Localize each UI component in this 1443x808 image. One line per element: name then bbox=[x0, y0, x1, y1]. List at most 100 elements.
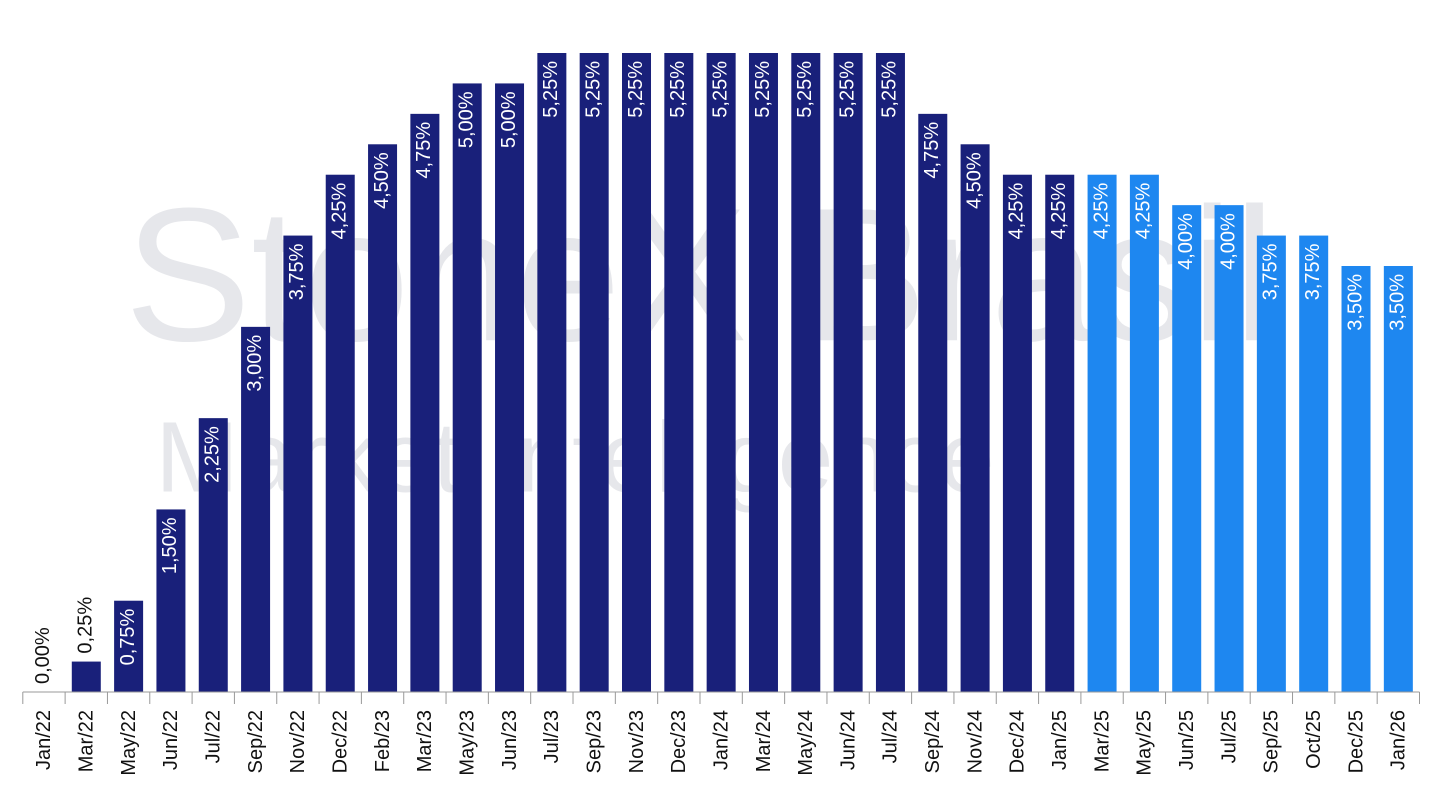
bar bbox=[368, 144, 398, 693]
value-label: 3,50% bbox=[1344, 274, 1366, 331]
value-label: 5,25% bbox=[836, 61, 858, 118]
value-label: 5,00% bbox=[498, 91, 520, 148]
x-tick-label: Jun/22 bbox=[160, 710, 182, 770]
value-label: 5,00% bbox=[455, 91, 477, 148]
x-tick-label: Nov/24 bbox=[964, 710, 986, 773]
x-tick-label: Mar/23 bbox=[414, 710, 436, 772]
value-label: 5,25% bbox=[709, 61, 731, 118]
x-tick-label: Dec/22 bbox=[330, 710, 352, 773]
value-label: 0,00% bbox=[32, 627, 54, 684]
bar bbox=[1341, 266, 1371, 692]
x-tick-label: Nov/22 bbox=[287, 710, 309, 773]
x-tick-label: Jan/25 bbox=[1049, 710, 1071, 770]
value-label: 4,25% bbox=[329, 183, 351, 240]
x-tick-label: Jul/25 bbox=[1218, 710, 1240, 763]
bar bbox=[1002, 174, 1032, 692]
value-label: 2,25% bbox=[202, 426, 224, 483]
x-tick-label: Sep/22 bbox=[245, 710, 267, 773]
value-label: 5,25% bbox=[794, 61, 816, 118]
bar bbox=[1129, 174, 1159, 692]
bar bbox=[918, 113, 948, 693]
x-tick-label: Sep/25 bbox=[1261, 710, 1283, 773]
bar bbox=[1299, 235, 1329, 693]
value-label: 3,75% bbox=[1260, 243, 1282, 300]
bar bbox=[325, 174, 355, 692]
value-label: 4,50% bbox=[371, 152, 393, 209]
x-tick-label: Jun/24 bbox=[837, 710, 859, 770]
bar bbox=[1087, 174, 1117, 692]
x-tick-label: May/25 bbox=[1134, 710, 1156, 776]
value-label: 4,00% bbox=[1175, 213, 1197, 270]
x-tick-label: Dec/24 bbox=[1007, 710, 1029, 773]
value-label: 4,25% bbox=[1006, 183, 1028, 240]
x-tick-label: Mar/22 bbox=[76, 710, 98, 772]
x-tick-label: Jun/23 bbox=[499, 710, 521, 770]
x-tick-label: Sep/24 bbox=[922, 710, 944, 773]
value-label: 5,25% bbox=[625, 61, 647, 118]
x-tick-label: Jul/22 bbox=[203, 710, 225, 763]
value-label: 0,75% bbox=[117, 609, 139, 666]
bar bbox=[748, 53, 778, 692]
bar bbox=[410, 113, 440, 693]
bar bbox=[452, 83, 482, 692]
x-tick-label: Dec/23 bbox=[668, 710, 690, 773]
bar bbox=[1172, 205, 1202, 692]
x-tick-label: Feb/23 bbox=[372, 710, 394, 772]
value-label: 5,25% bbox=[667, 61, 689, 118]
x-tick-label: Dec/25 bbox=[1345, 710, 1367, 773]
value-label: 5,25% bbox=[879, 61, 901, 118]
bar bbox=[706, 53, 736, 692]
x-tick-label: Jan/24 bbox=[710, 710, 732, 770]
bar bbox=[1214, 205, 1244, 692]
x-tick-label: Jul/24 bbox=[880, 710, 902, 763]
value-label: 1,50% bbox=[159, 517, 181, 574]
bar bbox=[875, 53, 905, 692]
watermark: StoneX Brasil bbox=[124, 169, 1275, 381]
bar bbox=[156, 509, 186, 692]
value-label: 4,25% bbox=[1133, 183, 1155, 240]
bar bbox=[114, 600, 144, 692]
bar bbox=[1383, 266, 1413, 692]
bar bbox=[664, 53, 694, 692]
x-tick-label: Oct/25 bbox=[1303, 710, 1325, 769]
value-label: 0,25% bbox=[75, 597, 97, 654]
x-tick-label: May/23 bbox=[456, 710, 478, 776]
value-label: 4,50% bbox=[963, 152, 985, 209]
x-tick-label: May/22 bbox=[118, 710, 140, 776]
value-label: 3,00% bbox=[244, 335, 266, 392]
value-label: 5,25% bbox=[540, 61, 562, 118]
bar bbox=[241, 326, 271, 692]
bar bbox=[579, 53, 609, 692]
value-label: 4,75% bbox=[921, 122, 943, 179]
x-tick-label: Nov/23 bbox=[626, 710, 648, 773]
bar bbox=[833, 53, 863, 692]
x-tick-label: Jan/26 bbox=[1388, 710, 1410, 770]
value-label: 4,00% bbox=[1217, 213, 1239, 270]
bar bbox=[71, 661, 101, 692]
bar bbox=[283, 235, 313, 693]
value-label: 3,50% bbox=[1387, 274, 1409, 331]
value-label: 4,75% bbox=[413, 122, 435, 179]
x-tick-label: Jun/25 bbox=[1176, 710, 1198, 770]
x-tick-label: Mar/24 bbox=[753, 710, 775, 772]
value-label: 4,25% bbox=[1048, 183, 1070, 240]
value-label: 5,25% bbox=[582, 61, 604, 118]
bar bbox=[960, 144, 990, 693]
x-tick-label: Jan/22 bbox=[33, 710, 55, 770]
x-tick-label: Jul/23 bbox=[541, 710, 563, 763]
value-label: 4,25% bbox=[1090, 183, 1112, 240]
bar bbox=[791, 53, 821, 692]
bar bbox=[495, 83, 525, 692]
bar bbox=[1045, 174, 1075, 692]
bar bbox=[622, 53, 652, 692]
value-label: 5,25% bbox=[752, 61, 774, 118]
x-tick-label: May/24 bbox=[795, 710, 817, 776]
x-tick-label: Sep/23 bbox=[583, 710, 605, 773]
value-label: 3,75% bbox=[1302, 243, 1324, 300]
bar bbox=[537, 53, 567, 692]
bar bbox=[1256, 235, 1286, 693]
x-tick-label: Mar/25 bbox=[1091, 710, 1113, 772]
watermark: Market Intelligence bbox=[155, 401, 994, 513]
value-label: 3,75% bbox=[286, 243, 308, 300]
